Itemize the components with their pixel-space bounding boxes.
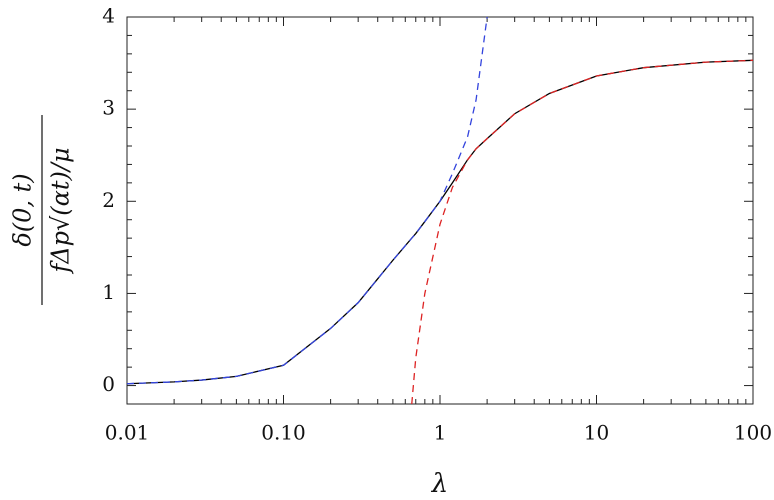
x-axis-label: λ <box>431 469 448 499</box>
x-tick-label: 100 <box>734 421 772 445</box>
y-label-denominator: fΔp√(αt)/μ <box>47 147 75 274</box>
line-series <box>411 59 754 405</box>
x-tick-label: 1 <box>434 421 447 445</box>
line-series <box>126 16 488 385</box>
y-tick-label: 0 <box>102 372 115 396</box>
x-tick-label: 0.10 <box>261 421 306 445</box>
y-tick-label: 1 <box>102 280 115 304</box>
plot-frame <box>126 16 754 405</box>
x-tick-label: 0.01 <box>105 421 150 445</box>
y-label-numerator: δ(0, t) <box>9 173 37 246</box>
y-tick-label: 4 <box>102 4 115 28</box>
y-tick-label: 2 <box>102 188 115 212</box>
y-tick-label: 3 <box>102 96 115 120</box>
x-tick-label: 10 <box>584 421 609 445</box>
line-series <box>126 59 754 385</box>
y-axis-label: δ(0, t) fΔp√(αt)/μ <box>9 115 75 305</box>
